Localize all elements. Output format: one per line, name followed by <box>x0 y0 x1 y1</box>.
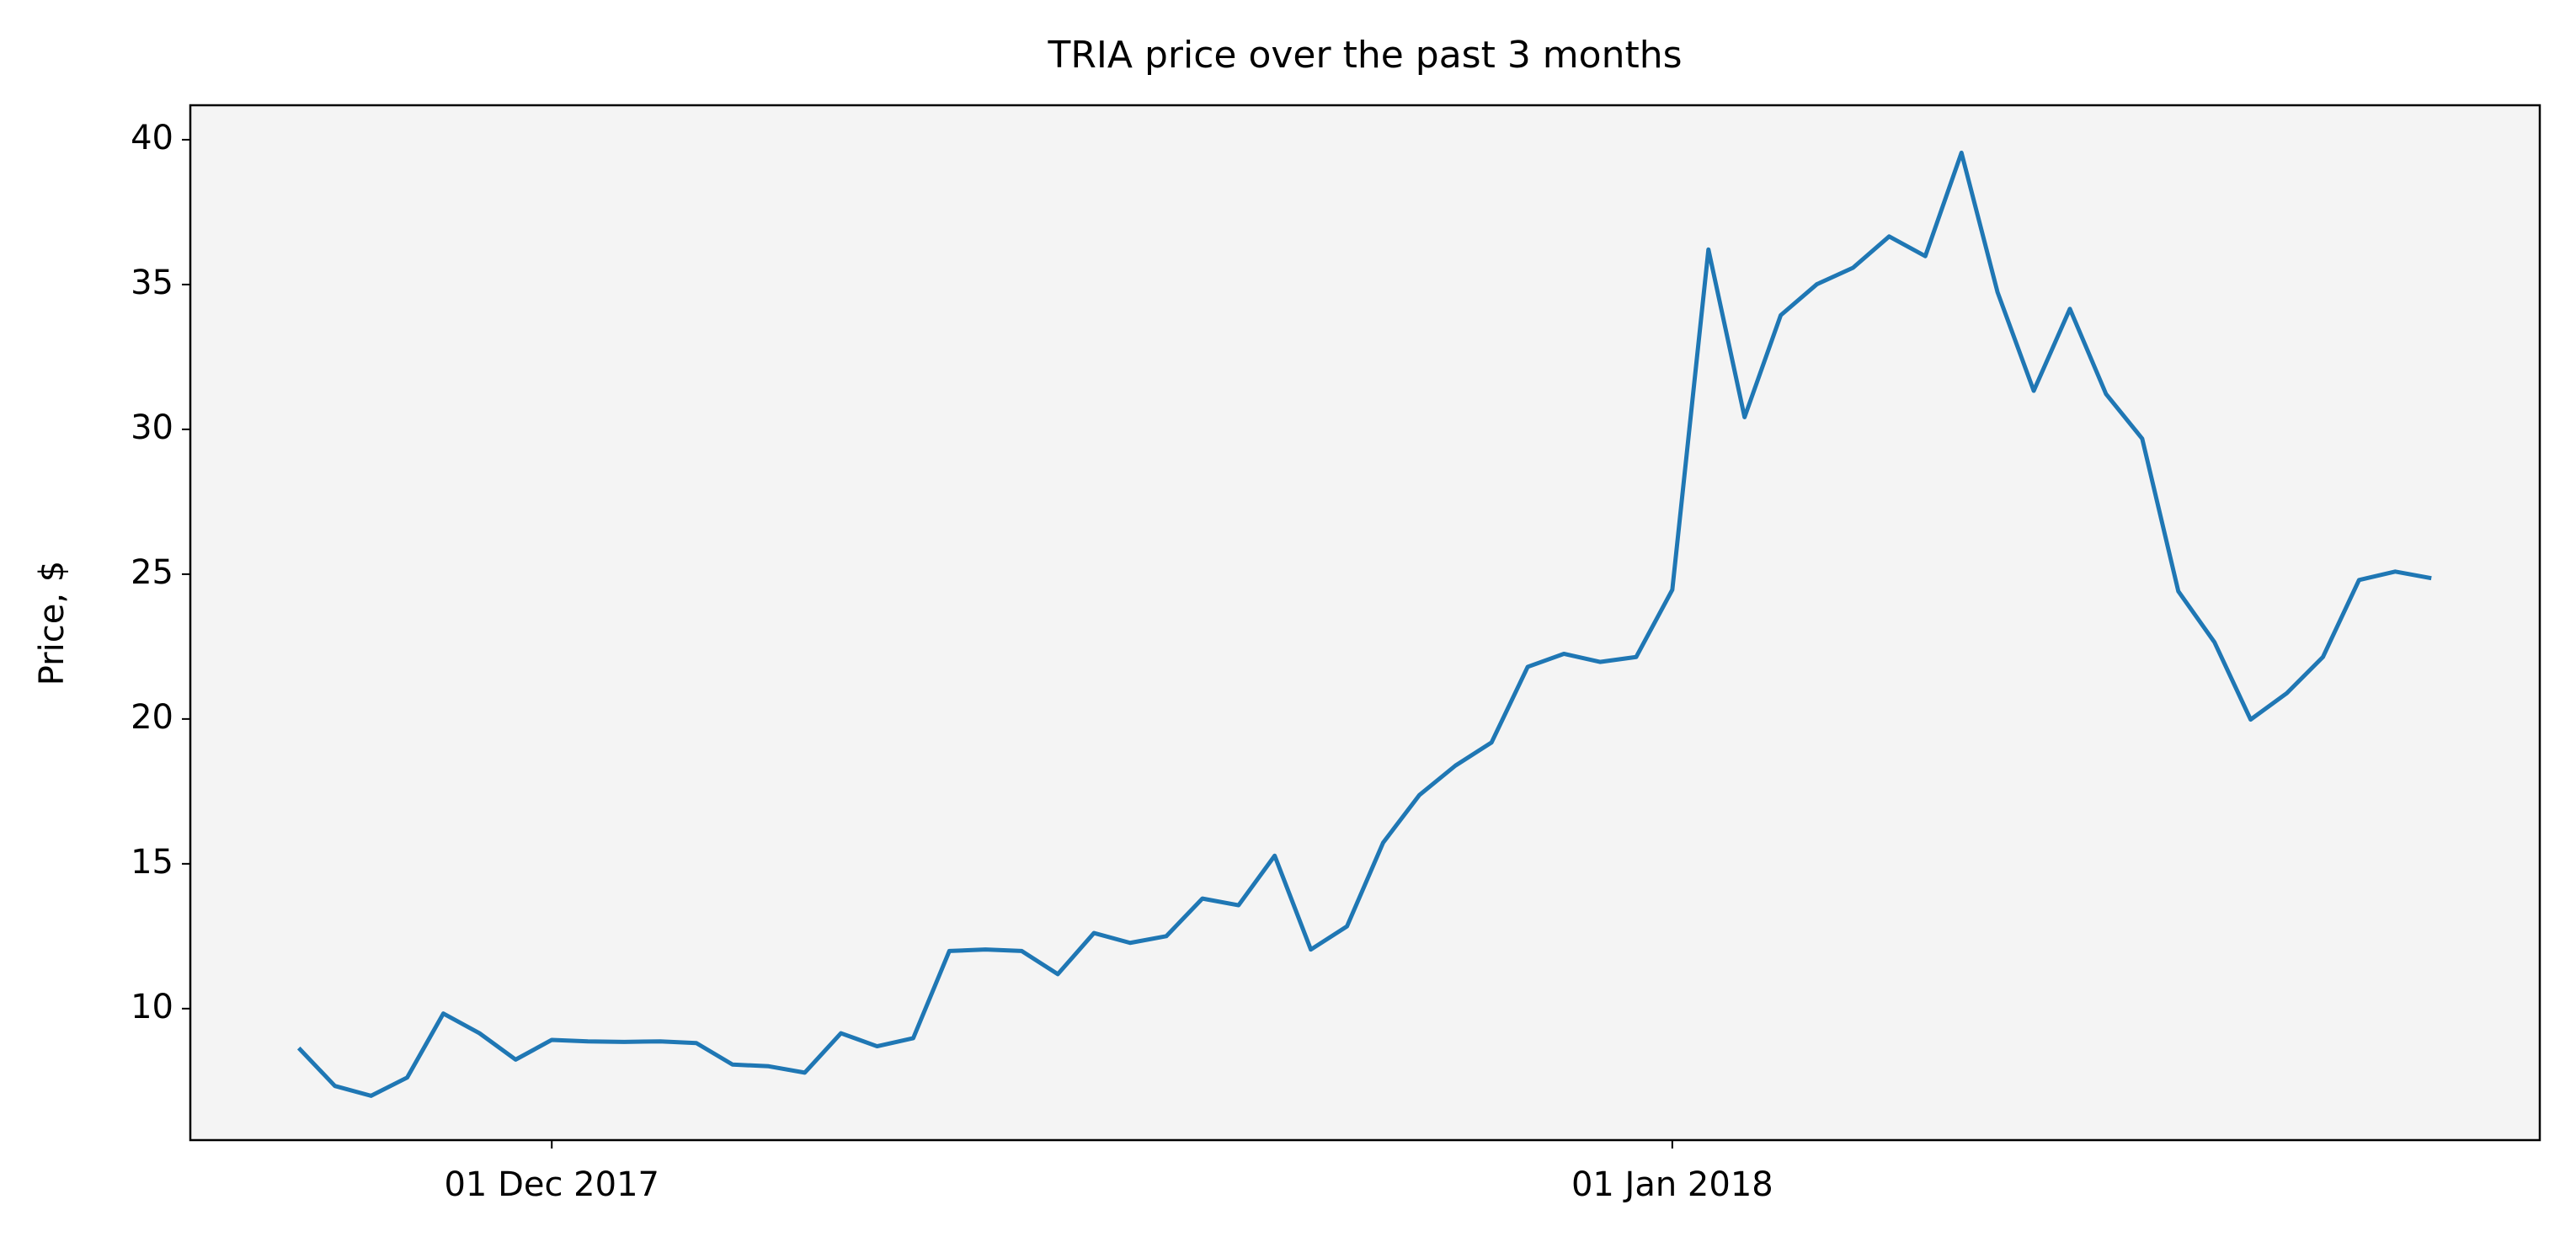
x-tick-label: 01 Jan 2018 <box>1571 1165 1773 1204</box>
y-tick-label: 35 <box>131 264 173 302</box>
y-tick-label: 20 <box>131 698 173 737</box>
y-tick-label: 10 <box>131 988 173 1026</box>
y-tick-label: 15 <box>131 843 173 882</box>
y-tick-label: 25 <box>131 553 173 592</box>
y-tick-label: 40 <box>131 119 173 157</box>
y-axis-label: Price, $ <box>33 561 72 685</box>
price-line <box>296 150 2432 1098</box>
y-tick-label: 30 <box>131 408 173 447</box>
plot-frame <box>189 104 2541 1142</box>
plot-background <box>190 105 2540 1140</box>
x-tick-label: 01 Dec 2017 <box>444 1165 659 1204</box>
chart-title: TRIA price over the past 3 months <box>1047 34 1682 77</box>
